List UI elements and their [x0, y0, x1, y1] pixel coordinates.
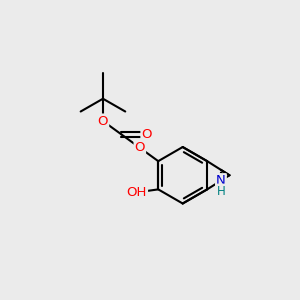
Text: N: N — [216, 174, 226, 187]
Text: O: O — [98, 115, 108, 128]
Text: O: O — [141, 128, 152, 141]
Text: OH: OH — [127, 186, 147, 199]
Text: O: O — [135, 141, 145, 154]
Text: H: H — [217, 184, 225, 198]
